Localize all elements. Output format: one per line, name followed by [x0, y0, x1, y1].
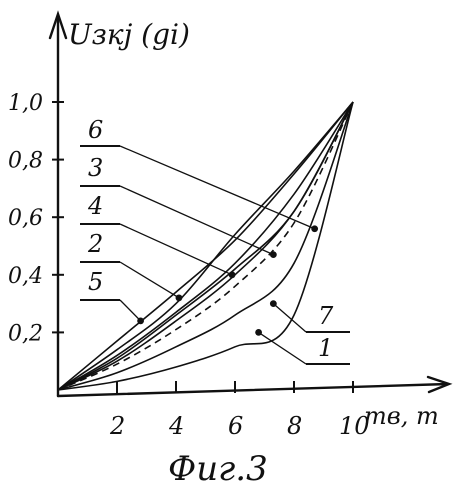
- leader-line-3: [120, 186, 273, 255]
- y-tick-label: 0,8: [8, 149, 43, 174]
- curve-marker-2: [176, 294, 183, 301]
- series-label-3: 3: [88, 154, 103, 182]
- leader-line-1: [259, 332, 306, 364]
- series-label-4: 4: [87, 192, 103, 220]
- x-axis-label: mв, т: [364, 402, 439, 430]
- series-label-6: 6: [88, 116, 103, 144]
- leader-line-5: [120, 300, 141, 321]
- series-label-1: 1: [318, 334, 333, 362]
- leader-line-4: [120, 224, 232, 275]
- y-tick-label: 0,4: [8, 264, 43, 289]
- x-tick-label: 6: [228, 412, 243, 440]
- leader-line-6: [120, 146, 315, 229]
- figure-caption: Фиг.3: [168, 449, 268, 489]
- y-tick-label: 0,2: [8, 321, 43, 346]
- series-label-2: 2: [87, 230, 103, 258]
- leader-line-2: [120, 262, 179, 298]
- leader-line-7: [273, 304, 306, 332]
- series-label-5: 5: [88, 268, 103, 296]
- y-axis-label: Uзкj (gi): [68, 18, 190, 51]
- x-tick-label: 4: [168, 412, 184, 440]
- axes: [50, 14, 449, 396]
- x-tick-label: 8: [287, 412, 302, 440]
- series-label-7: 7: [318, 302, 334, 330]
- x-tick-label: 2: [109, 412, 125, 440]
- y-tick-label: 0,6: [8, 206, 43, 231]
- y-tick-label: 1,0: [8, 91, 43, 116]
